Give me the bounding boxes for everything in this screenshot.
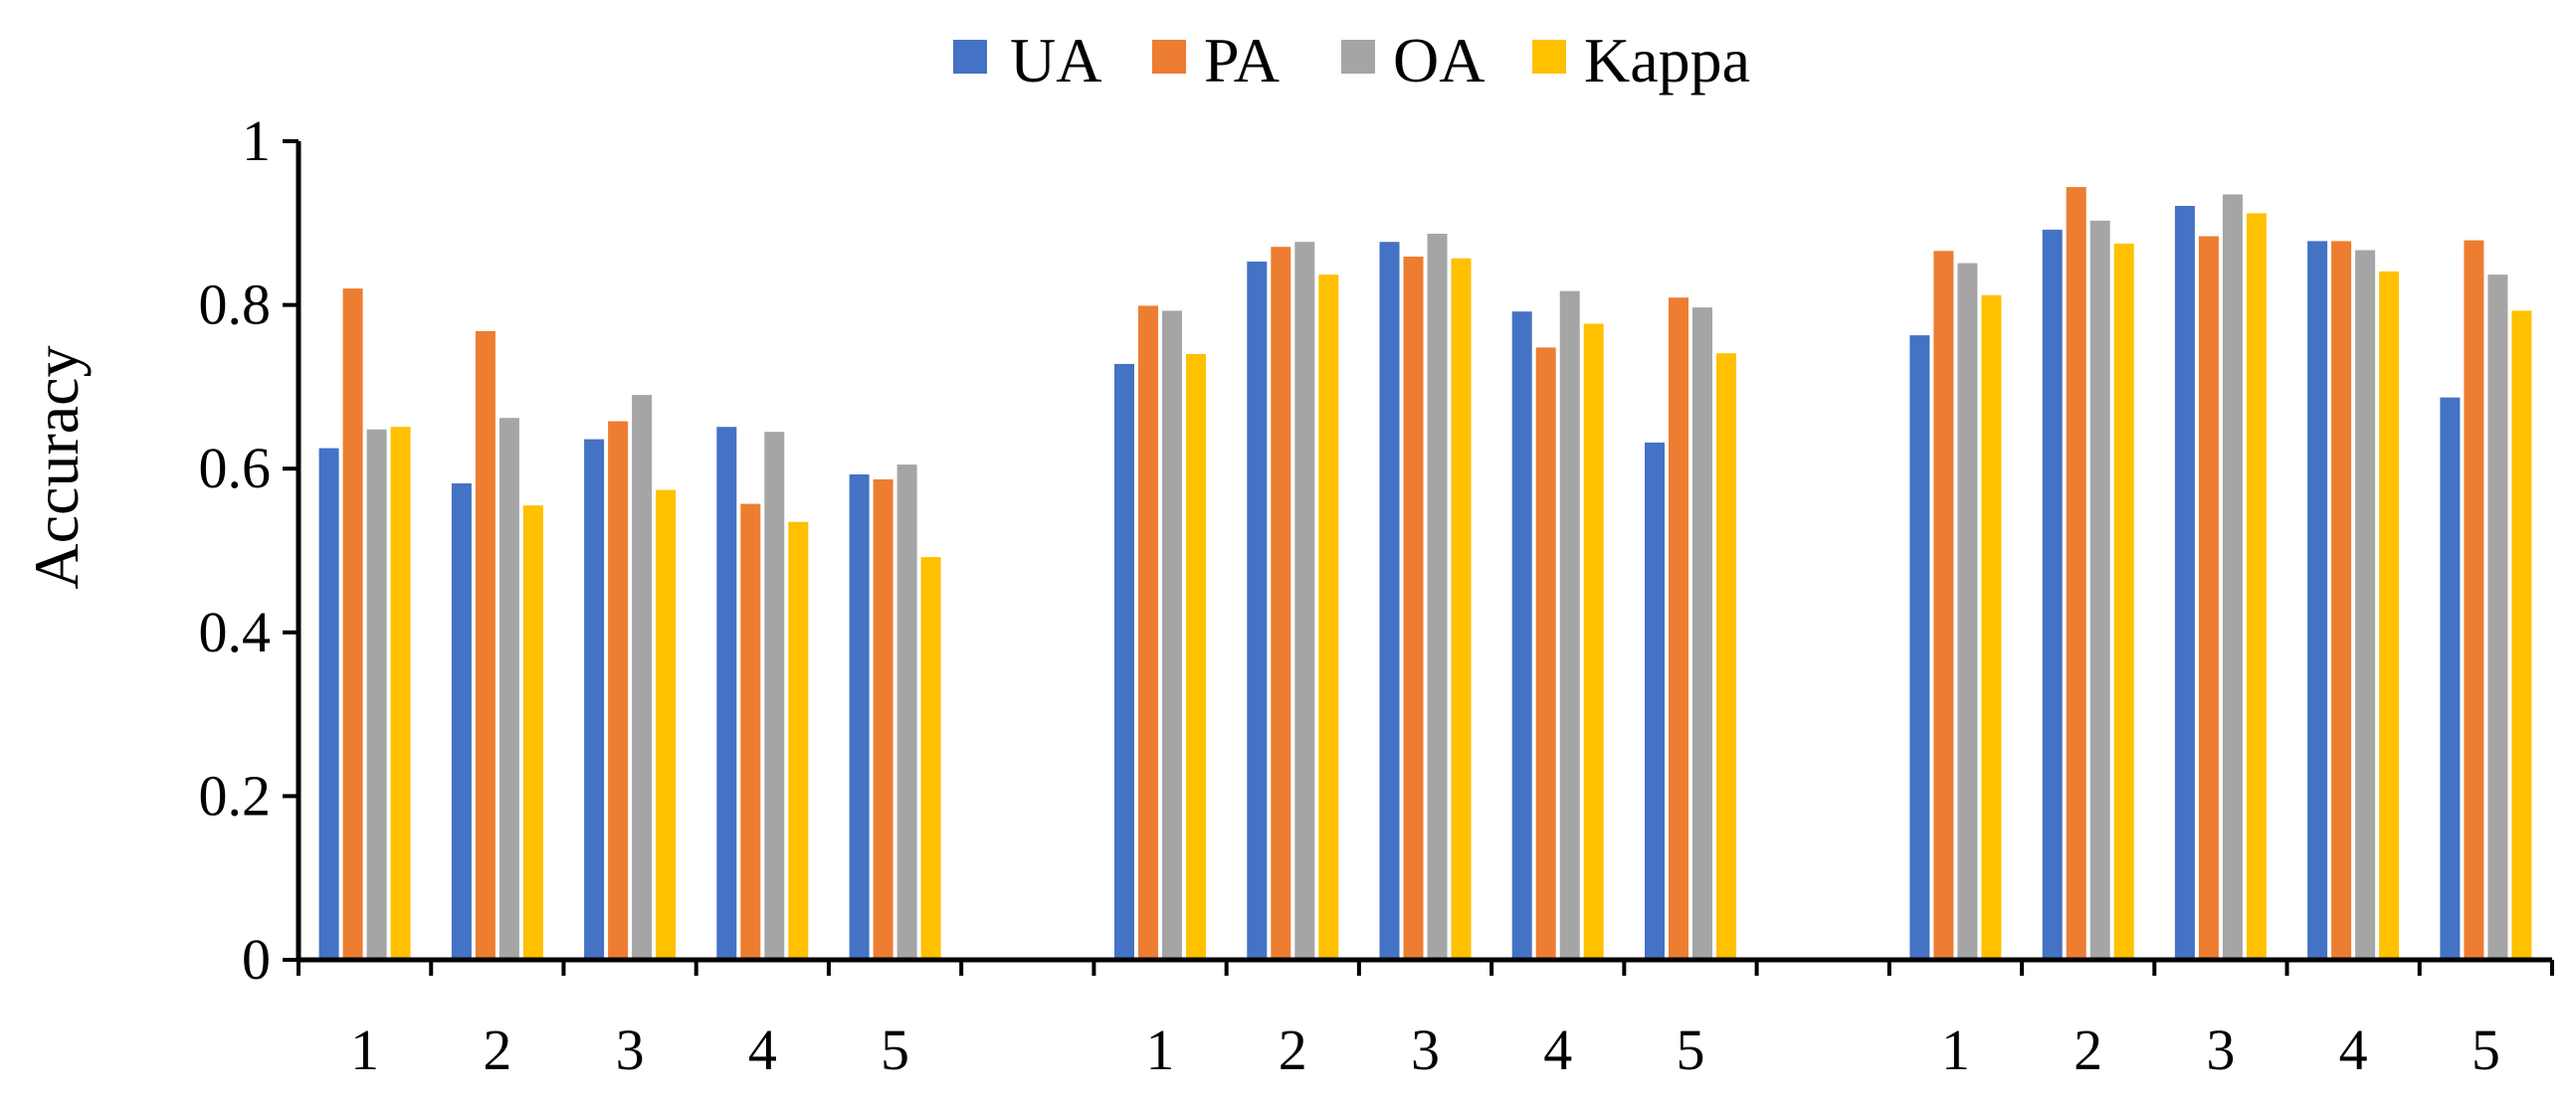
bar-oa-1 (366, 429, 387, 960)
bar-oa-2 (498, 418, 519, 960)
bar-oa-11 (1692, 307, 1712, 961)
bar-ua-15 (2174, 206, 2195, 960)
legend-label-kappa: Kappa (1584, 25, 1750, 95)
bar-kappa-3 (656, 489, 677, 960)
bar-kappa-10 (1583, 323, 1604, 960)
bar-kappa-16 (2379, 271, 2400, 960)
bar-oa-3 (632, 395, 653, 961)
bar-oa-13 (1957, 263, 1978, 961)
y-tick-label: 0.2 (199, 763, 272, 828)
legend-label-ua: UA (1010, 25, 1101, 95)
bar-pa-9 (1403, 257, 1424, 960)
bar-kappa-13 (1981, 294, 2002, 960)
bar-ua-9 (1379, 242, 1400, 960)
x-tick-label: 3 (2206, 1018, 2235, 1082)
bar-kappa-4 (788, 521, 809, 960)
bar-pa-4 (740, 503, 761, 960)
x-tick-label: 5 (881, 1018, 909, 1082)
bar-oa-8 (1294, 242, 1315, 960)
legend-swatch-kappa (1532, 40, 1566, 74)
bar-pa-10 (1535, 347, 1556, 960)
bar-pa-11 (1669, 297, 1688, 960)
legend-label-oa: OA (1393, 25, 1485, 95)
x-tick-label: 3 (1411, 1018, 1440, 1082)
legend-label-pa: PA (1204, 25, 1280, 95)
bar-kappa-7 (1186, 354, 1206, 960)
bar-kappa-9 (1451, 258, 1472, 960)
bar-ua-17 (2440, 397, 2461, 961)
bar-kappa-5 (920, 557, 941, 960)
bar-ua-2 (451, 483, 472, 960)
y-tick-label: 0 (242, 927, 271, 992)
legend-swatch-ua (953, 40, 987, 74)
x-tick-label: 2 (2074, 1018, 2102, 1082)
bar-ua-4 (716, 427, 737, 960)
bar-ua-3 (584, 439, 605, 961)
bar-ua-8 (1247, 262, 1268, 960)
x-tick-label: 4 (2339, 1018, 2368, 1082)
bar-oa-16 (2355, 250, 2376, 960)
bar-kappa-8 (1318, 275, 1339, 961)
x-tick-label: 5 (1676, 1018, 1704, 1082)
bar-ua-14 (2042, 229, 2063, 960)
bar-ua-1 (318, 448, 339, 961)
x-tick-label: 4 (1543, 1018, 1572, 1082)
bar-ua-5 (849, 474, 870, 960)
bar-pa-16 (2331, 241, 2352, 960)
bar-ua-16 (2307, 241, 2328, 960)
bar-oa-17 (2487, 275, 2508, 961)
bar-kappa-1 (390, 427, 411, 960)
bar-oa-4 (764, 432, 785, 960)
legend-swatch-pa (1152, 40, 1186, 74)
bar-pa-1 (342, 288, 363, 961)
bar-pa-2 (475, 330, 495, 960)
bar-kappa-17 (2511, 310, 2532, 960)
bar-oa-7 (1162, 310, 1182, 960)
x-tick-label: 1 (350, 1018, 379, 1082)
bar-oa-10 (1559, 290, 1580, 961)
bar-oa-5 (896, 464, 917, 960)
bar-pa-3 (608, 421, 629, 960)
y-axis-title: Accuracy (21, 345, 92, 589)
bar-pa-13 (1933, 251, 1954, 961)
plot-area: 0 0.2 0.4 0.6 0.8 1 1 2 3 4 5 1 2 3 4 5 1 2 3 4 5 (199, 108, 2554, 1082)
x-tick-label: 1 (1146, 1018, 1175, 1082)
bar-ua-7 (1114, 363, 1134, 960)
legend-swatch-oa (1341, 40, 1375, 74)
bar-kappa-11 (1716, 353, 1736, 960)
bar-pa-5 (873, 478, 893, 960)
bar-ua-11 (1645, 442, 1665, 960)
bar-oa-9 (1427, 234, 1448, 960)
bar-kappa-14 (2113, 243, 2134, 960)
bar-kappa-2 (522, 505, 543, 960)
bar-pa-8 (1271, 247, 1291, 960)
y-tick-label: 0.6 (199, 436, 272, 500)
bar-ua-13 (1909, 335, 1930, 961)
x-tick-label: 1 (1941, 1018, 1970, 1082)
bar-oa-15 (2222, 194, 2243, 960)
x-tick-label: 4 (748, 1018, 777, 1082)
bar-kappa-15 (2246, 213, 2267, 960)
x-tick-label: 3 (616, 1018, 645, 1082)
bar-pa-7 (1138, 305, 1158, 960)
y-tick-label: 0.8 (199, 273, 272, 337)
bar-pa-17 (2464, 240, 2484, 961)
y-tick-label: 0.4 (199, 600, 272, 664)
bar-ua-10 (1511, 311, 1532, 960)
x-tick-label: 2 (1279, 1018, 1307, 1082)
x-tick-label: 2 (483, 1018, 511, 1082)
y-tick-label: 1 (242, 108, 271, 173)
bar-pa-15 (2198, 236, 2219, 960)
bar-oa-14 (2089, 220, 2110, 961)
x-tick-label: 5 (2472, 1018, 2500, 1082)
legend: UA PA OA Kappa (953, 25, 1750, 95)
bar-pa-14 (2066, 187, 2086, 961)
